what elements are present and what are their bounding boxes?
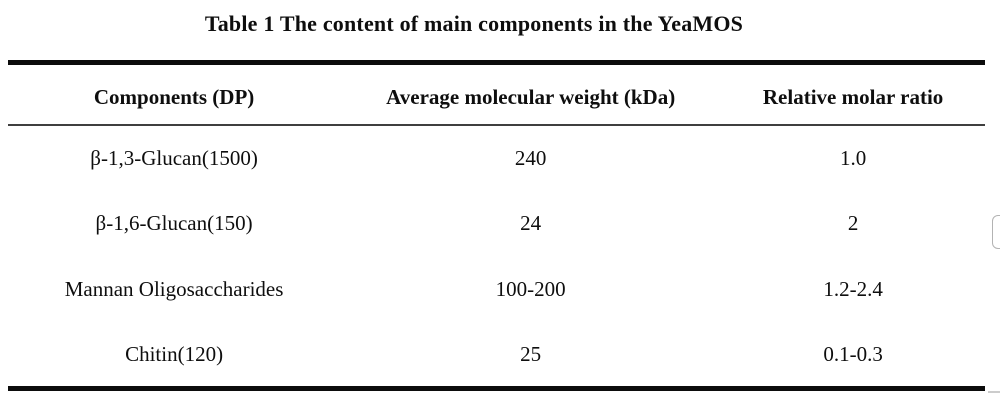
molecular-weight-cell: 240 [514,145,547,170]
molecular-weight-cell: 24 [520,211,542,235]
column-header-components: Components (DP) [93,85,255,110]
component-name-cell: Mannan Oligosaccharides [64,277,284,301]
molecular-weight-cell: 100-200 [495,277,566,301]
component-name-cell: Chitin(120) [125,341,224,366]
component-name-cell: β-1,6-Glucan(150) [95,211,253,235]
molar-ratio-cell: 0.1-0.3 [823,341,883,366]
column-header-molar-ratio: Relative molar ratio [762,85,944,110]
table-caption: Table 1 The content of main components i… [204,11,744,36]
components-table: Components (DP) Average molecular weight… [8,60,985,391]
molar-ratio-cell: 1.2-2.4 [823,277,883,301]
edge-artifact-mark [988,391,1000,393]
column-header-molecular-weight: Average molecular weight (kDa) [386,85,676,110]
table-row: Mannan Oligosaccharides 100-200 1.2-2.4 [8,257,985,323]
molar-ratio-cell: 1.0 [839,145,867,170]
table-row: β-1,6-Glucan(150) 24 2 [8,191,985,257]
molecular-weight-cell: 25 [520,341,542,366]
component-name-cell: β-1,3-Glucan(1500) [90,145,258,170]
table-header-row: Components (DP) Average molecular weight… [8,63,985,125]
cropped-edge-button[interactable] [992,215,1000,249]
table-row: Chitin(120) 25 0.1-0.3 [8,323,985,389]
table-row: β-1,3-Glucan(1500) 240 1.0 [8,125,985,191]
molar-ratio-cell: 2 [847,211,859,235]
